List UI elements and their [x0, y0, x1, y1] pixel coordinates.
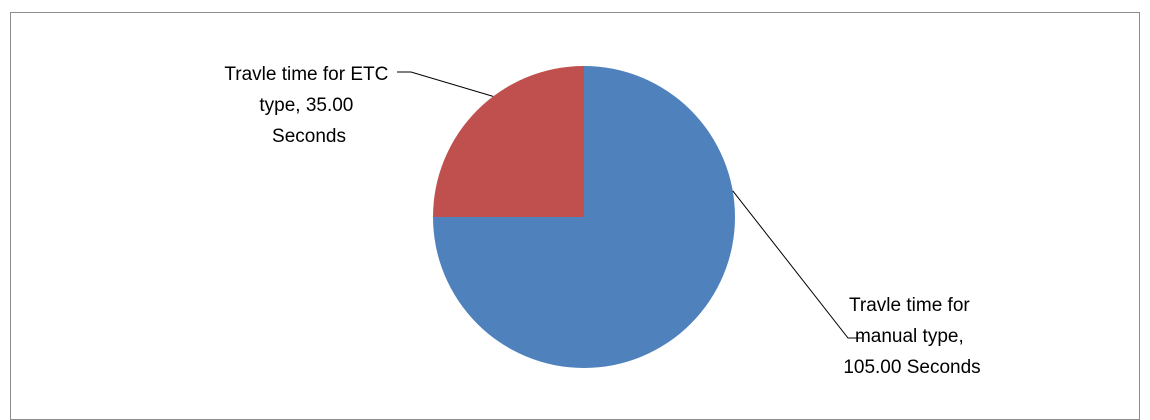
slice-label-manual: Travle time for manual type, 105.00 Seco… [843, 295, 980, 378]
leader-line-manual [732, 190, 862, 339]
slice-label-etc: Travle time for ETC type, 35.00 Seconds [224, 64, 393, 147]
pie-slices [433, 66, 735, 368]
leader-line-etc [397, 71, 494, 97]
leader-lines [397, 71, 862, 339]
pie-slice-etc [433, 66, 584, 217]
